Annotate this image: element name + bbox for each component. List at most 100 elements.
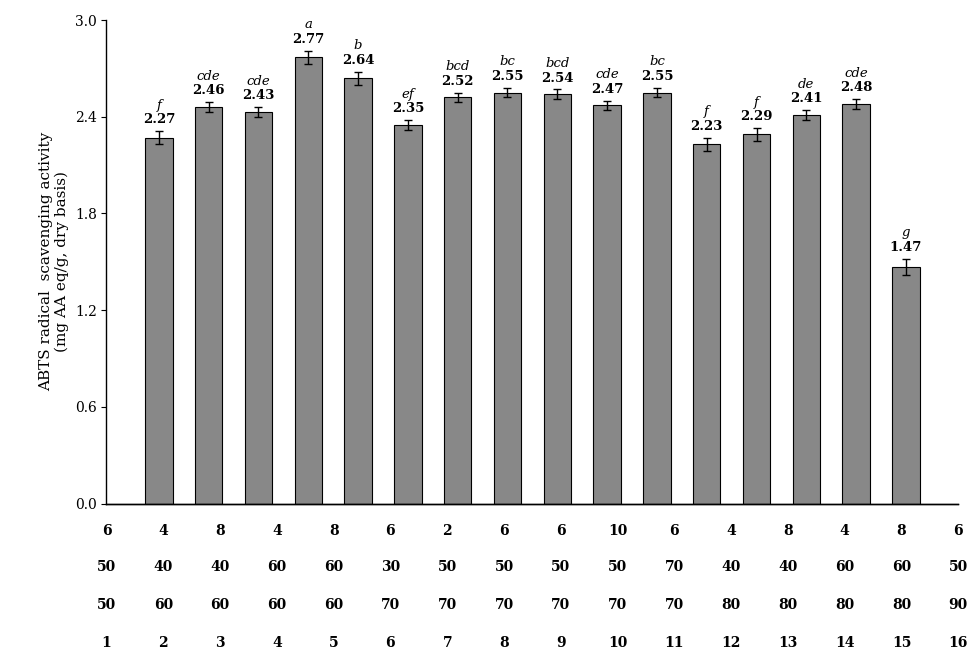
Text: 6: 6 — [556, 524, 565, 538]
Bar — [145, 138, 172, 504]
Text: 15: 15 — [892, 635, 911, 649]
Text: 2.35: 2.35 — [392, 102, 424, 115]
Text: 2.54: 2.54 — [541, 71, 574, 85]
Text: 8: 8 — [896, 524, 906, 538]
Text: 50: 50 — [97, 598, 116, 612]
Text: 70: 70 — [608, 598, 627, 612]
Text: 6: 6 — [670, 524, 680, 538]
Bar — [494, 93, 521, 504]
Text: 1.47: 1.47 — [890, 240, 923, 254]
Text: 2.64: 2.64 — [342, 54, 375, 67]
Text: 6: 6 — [499, 524, 509, 538]
Text: 50: 50 — [949, 560, 968, 574]
Text: cde: cde — [595, 68, 619, 81]
Text: bcd: bcd — [445, 60, 469, 73]
Text: 70: 70 — [665, 598, 684, 612]
Text: 2.48: 2.48 — [840, 81, 872, 94]
Text: 10: 10 — [608, 635, 627, 649]
Text: 2.55: 2.55 — [641, 70, 673, 83]
Text: bcd: bcd — [545, 57, 569, 70]
Bar — [294, 57, 322, 504]
Text: 80: 80 — [721, 598, 741, 612]
Text: 4: 4 — [272, 524, 282, 538]
Text: 4: 4 — [840, 524, 850, 538]
Text: 11: 11 — [665, 635, 684, 649]
Text: 60: 60 — [210, 598, 229, 612]
Text: 70: 70 — [495, 598, 514, 612]
Text: cde: cde — [197, 70, 221, 83]
Text: 6: 6 — [102, 524, 111, 538]
Text: 50: 50 — [608, 560, 627, 574]
Text: 12: 12 — [721, 635, 741, 649]
Text: 2.47: 2.47 — [590, 83, 623, 96]
Text: 40: 40 — [778, 560, 798, 574]
Text: 4: 4 — [726, 524, 736, 538]
Text: 70: 70 — [438, 598, 457, 612]
Text: ef: ef — [402, 88, 414, 101]
Text: 60: 60 — [892, 560, 911, 574]
Text: b: b — [354, 39, 362, 52]
Text: 16: 16 — [949, 635, 968, 649]
Text: 10: 10 — [608, 524, 627, 538]
Text: 40: 40 — [210, 560, 229, 574]
Text: bc: bc — [499, 55, 515, 68]
Bar — [245, 112, 272, 504]
Text: 70: 70 — [665, 560, 684, 574]
Text: 60: 60 — [324, 598, 344, 612]
Text: g: g — [901, 226, 910, 239]
Bar — [444, 98, 471, 504]
Text: 2.55: 2.55 — [491, 70, 524, 83]
Text: 80: 80 — [835, 598, 855, 612]
Text: bc: bc — [649, 55, 665, 68]
Text: cde: cde — [247, 75, 270, 88]
Text: 8: 8 — [499, 635, 509, 649]
Text: 13: 13 — [778, 635, 798, 649]
Text: 50: 50 — [438, 560, 457, 574]
Bar — [345, 78, 372, 504]
Text: 60: 60 — [324, 560, 344, 574]
Text: 80: 80 — [892, 598, 911, 612]
Text: 2: 2 — [159, 635, 168, 649]
Text: 5: 5 — [329, 635, 339, 649]
Text: 6: 6 — [385, 524, 395, 538]
Text: 6: 6 — [953, 524, 963, 538]
Text: 2.52: 2.52 — [441, 75, 474, 88]
Text: 1: 1 — [102, 635, 111, 649]
Bar — [394, 125, 422, 504]
Text: 8: 8 — [783, 524, 793, 538]
Bar — [892, 267, 920, 504]
Text: f: f — [754, 96, 759, 109]
Text: 7: 7 — [442, 635, 452, 649]
Text: de: de — [799, 78, 814, 91]
Text: 70: 70 — [551, 598, 570, 612]
Text: 2.43: 2.43 — [242, 90, 275, 102]
Bar — [195, 107, 223, 504]
Y-axis label: ABTS radical  scavenging activity
(mg AA eq/g, dry basis): ABTS radical scavenging activity (mg AA … — [39, 132, 70, 391]
Text: 50: 50 — [97, 560, 116, 574]
Bar — [643, 93, 671, 504]
Text: 2.29: 2.29 — [741, 110, 772, 123]
Text: 14: 14 — [835, 635, 855, 649]
Text: 50: 50 — [551, 560, 570, 574]
Bar — [544, 94, 571, 504]
Text: 60: 60 — [154, 598, 173, 612]
Text: 8: 8 — [329, 524, 339, 538]
Text: 70: 70 — [380, 598, 400, 612]
Text: 9: 9 — [556, 635, 565, 649]
Text: 60: 60 — [267, 598, 287, 612]
Text: 80: 80 — [778, 598, 798, 612]
Text: 40: 40 — [721, 560, 741, 574]
Text: 90: 90 — [949, 598, 968, 612]
Text: 2.77: 2.77 — [292, 33, 324, 46]
Text: f: f — [157, 99, 162, 112]
Text: 6: 6 — [385, 635, 395, 649]
Bar — [693, 144, 720, 504]
Text: cde: cde — [844, 67, 868, 79]
Bar — [593, 106, 620, 504]
Bar — [842, 104, 870, 504]
Text: 8: 8 — [215, 524, 225, 538]
Text: 40: 40 — [154, 560, 173, 574]
Text: 2: 2 — [442, 524, 452, 538]
Text: 2.27: 2.27 — [142, 114, 175, 126]
Text: 50: 50 — [495, 560, 514, 574]
